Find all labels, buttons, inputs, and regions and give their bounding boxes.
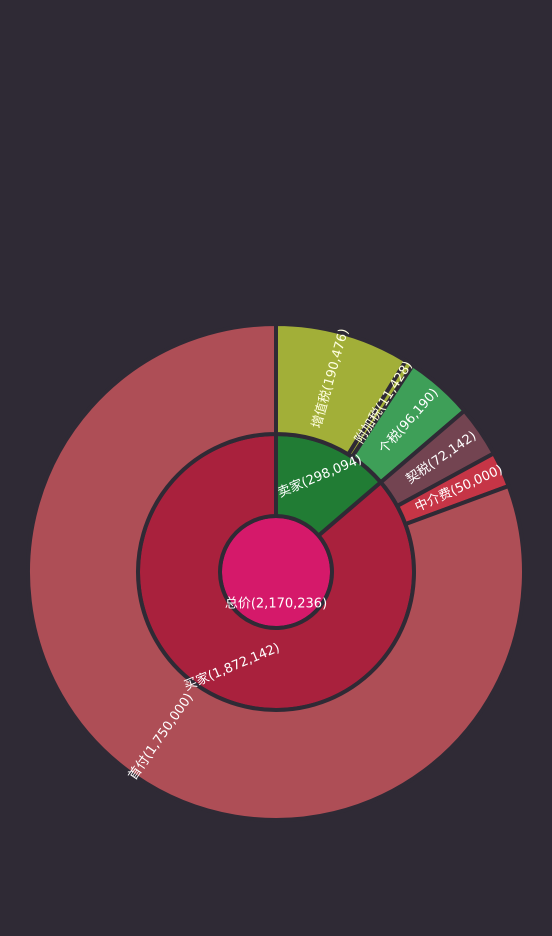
label-603b-4ef7: 总价(2,170,236) (225, 597, 327, 612)
segment-9996-4ed8[interactable] (26, 322, 526, 822)
chart-segments (26, 322, 526, 822)
